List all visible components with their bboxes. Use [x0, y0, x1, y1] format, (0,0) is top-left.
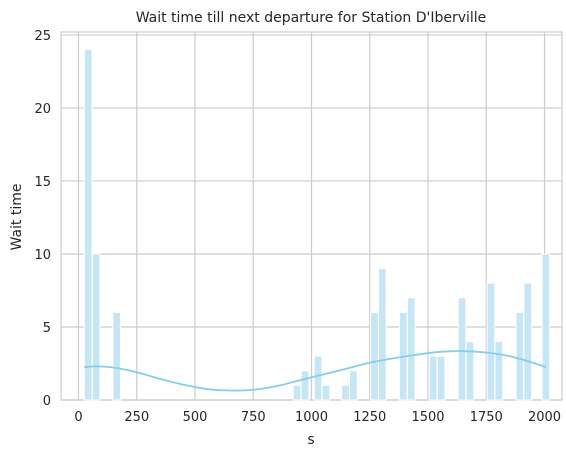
histogram-bar	[321, 384, 331, 401]
histogram-bar	[370, 311, 379, 401]
histogram-bar	[292, 384, 302, 401]
x-tick-label: 1000	[295, 410, 328, 425]
histogram-bar	[523, 282, 533, 401]
y-tick-label: 10	[34, 248, 51, 263]
histogram-bar	[377, 268, 387, 401]
x-tick-label: 1250	[353, 410, 386, 425]
y-tick-label: 15	[34, 175, 51, 190]
histogram-bar	[436, 355, 446, 401]
histogram-bar	[341, 384, 350, 401]
x-tick-label: 250	[124, 410, 149, 425]
histogram-bar	[494, 341, 504, 401]
y-tick-label: 25	[34, 29, 51, 44]
histogram-bar	[313, 355, 323, 401]
tick-layer: 0 250 500 750 1000 1250 1500 1750 2000 0 5 10 15 20 25	[34, 29, 561, 425]
x-tick-label: 2000	[528, 410, 561, 425]
histogram-bar	[457, 297, 467, 401]
y-tick-label: 0	[43, 394, 51, 409]
histogram-bar	[300, 370, 310, 401]
chart-title: Wait time till next departure for Statio…	[136, 10, 487, 26]
grid-layer	[60, 31, 563, 401]
histogram-bar	[465, 341, 475, 401]
plot-frame	[60, 31, 563, 401]
kde-curve	[84, 350, 547, 392]
x-axis-label: s	[307, 432, 314, 448]
x-tick-label: 500	[183, 410, 208, 425]
histogram-bar	[515, 311, 525, 401]
histogram-bar	[486, 282, 496, 401]
x-tick-label: 0	[74, 410, 82, 425]
y-tick-label: 5	[43, 321, 51, 336]
kde-layer	[84, 350, 547, 392]
histogram-bar	[541, 253, 551, 401]
x-tick-label: 1750	[470, 410, 503, 425]
x-tick-label: 750	[241, 410, 266, 425]
y-axis-label: Wait time	[9, 184, 25, 251]
bar-layer	[83, 49, 551, 401]
histogram-bar	[349, 370, 358, 401]
x-tick-label: 1500	[411, 410, 444, 425]
histogram-bar	[428, 355, 438, 401]
histogram-bar	[112, 311, 122, 401]
histogram-bar	[406, 297, 416, 401]
histogram-bar	[83, 49, 93, 401]
histogram-bar	[91, 253, 101, 401]
y-tick-label: 20	[34, 102, 51, 117]
